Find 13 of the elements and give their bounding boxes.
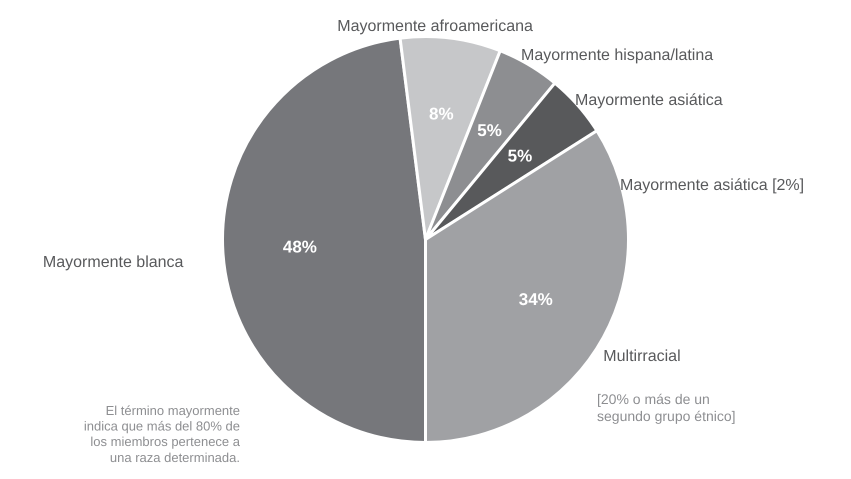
data-label: 8% xyxy=(428,104,454,124)
data-label: 5% xyxy=(508,146,532,166)
slice-label: Mayormente afroamericana xyxy=(337,18,533,35)
data-label: 5% xyxy=(477,121,502,140)
slice-label: Mayormente blanca xyxy=(42,254,184,272)
data-label: 34% xyxy=(518,290,553,310)
data-label: 48% xyxy=(282,237,317,256)
slice-label: Multirracial xyxy=(603,348,681,365)
slice-label: Mayormente asiática xyxy=(575,92,723,109)
text: Mayormente asiática [2%] xyxy=(620,177,804,194)
slice-label: Mayormente hispana/latina xyxy=(521,47,714,64)
text: El término mayormente indica que más del 80% de los miembros pertenece a una raza determinada. xyxy=(84,403,241,465)
text: [20% o más de un segundo grupo étnico] xyxy=(597,391,736,424)
